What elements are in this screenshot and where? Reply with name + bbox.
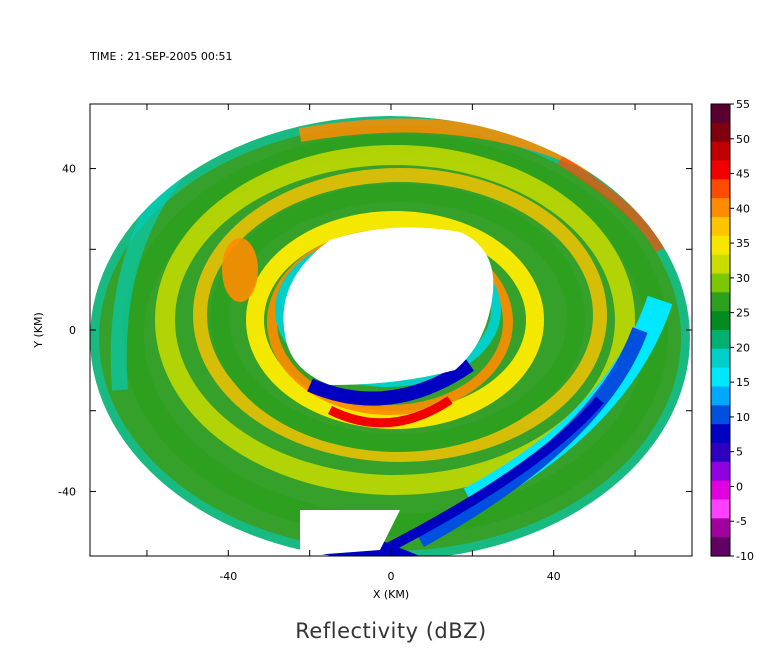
x-tick-label: 0 [388,570,395,583]
colorbar-tick-label: 55 [736,98,750,111]
tail-notch [300,510,400,556]
band-orange-1 [193,168,607,462]
y-tick-label: 0 [69,324,76,337]
colorbar-tick-label: 45 [736,168,750,181]
eyewall-red-arc [327,396,453,428]
x-tick-label: -40 [219,570,237,583]
colorbar-tick-label: 5 [736,446,743,459]
plot-area [90,104,692,556]
ne-edge-orange [557,155,665,253]
colorbar-tick-label: 30 [736,272,750,285]
colorbar-tick-label: 20 [736,341,750,354]
colorbar-tick-label: 50 [736,133,750,146]
colorbar-swatch [711,235,730,256]
x-axis-label: X (KM) [373,588,409,601]
colorbar-swatch [711,311,730,331]
colorbar-tick-label: 25 [736,307,750,320]
colorbar-swatch [711,217,730,237]
outside-mask [90,104,692,556]
colorbar-swatch [711,141,730,162]
colorbar-swatch [711,179,730,199]
eye-region [283,227,494,385]
colorbar-swatch [711,198,730,218]
west-cyan-edge [110,170,182,391]
axis-ticks [90,104,692,556]
colorbar-swatch [711,386,730,406]
colorbar-swatch [711,367,730,388]
band-green-2 [211,184,585,452]
colorbar-swatch [711,292,730,312]
y-tick-label: -40 [58,485,76,498]
colorbar-swatch [711,273,730,293]
band-yellow-1 [155,145,635,495]
axis-tick-labels: -40 0 40 -40 0 40 [58,163,561,583]
colorbar-swatch [711,405,730,425]
colorbar-tick-label: -5 [736,515,747,528]
colorbar-swatch [711,254,730,275]
colorbar-swatch [711,480,730,501]
colorbar-swatch [711,499,730,519]
colorbar-swatch [711,461,730,482]
colorbar-swatch [711,104,730,124]
colorbar [710,103,734,557]
colorbar-tick-label: 35 [736,237,750,250]
se-deep-blue-band [377,396,604,556]
colorbar-tick-label: -10 [736,550,754,563]
colorbar-swatch [711,348,730,369]
colorbar-swatch [711,443,730,463]
eyewall-blue-arc [307,359,474,406]
colorbar-swatch [711,537,730,557]
y-tick-label: 40 [62,163,76,176]
colorbar-swatch [711,160,730,180]
colorbar-swatch [711,330,730,350]
colorbar-frame [710,103,731,557]
colorbar-swatch [711,424,730,444]
figure-title: Reflectivity (dBZ) [295,619,486,643]
colorbar-swatch [711,122,730,143]
colorbar-tick-label: 0 [736,480,743,493]
y-axis-label: Y (KM) [32,312,45,349]
colorbar-swatch [711,518,730,538]
colorbar-tick-label: 40 [736,202,750,215]
colorbar-tick-label: 10 [736,411,750,424]
time-label: TIME : 21-SEP-2005 00:51 [89,50,233,63]
west-orange-cell [222,238,258,302]
colorbar-tick-label: 15 [736,376,750,389]
x-tick-label: 40 [547,570,561,583]
